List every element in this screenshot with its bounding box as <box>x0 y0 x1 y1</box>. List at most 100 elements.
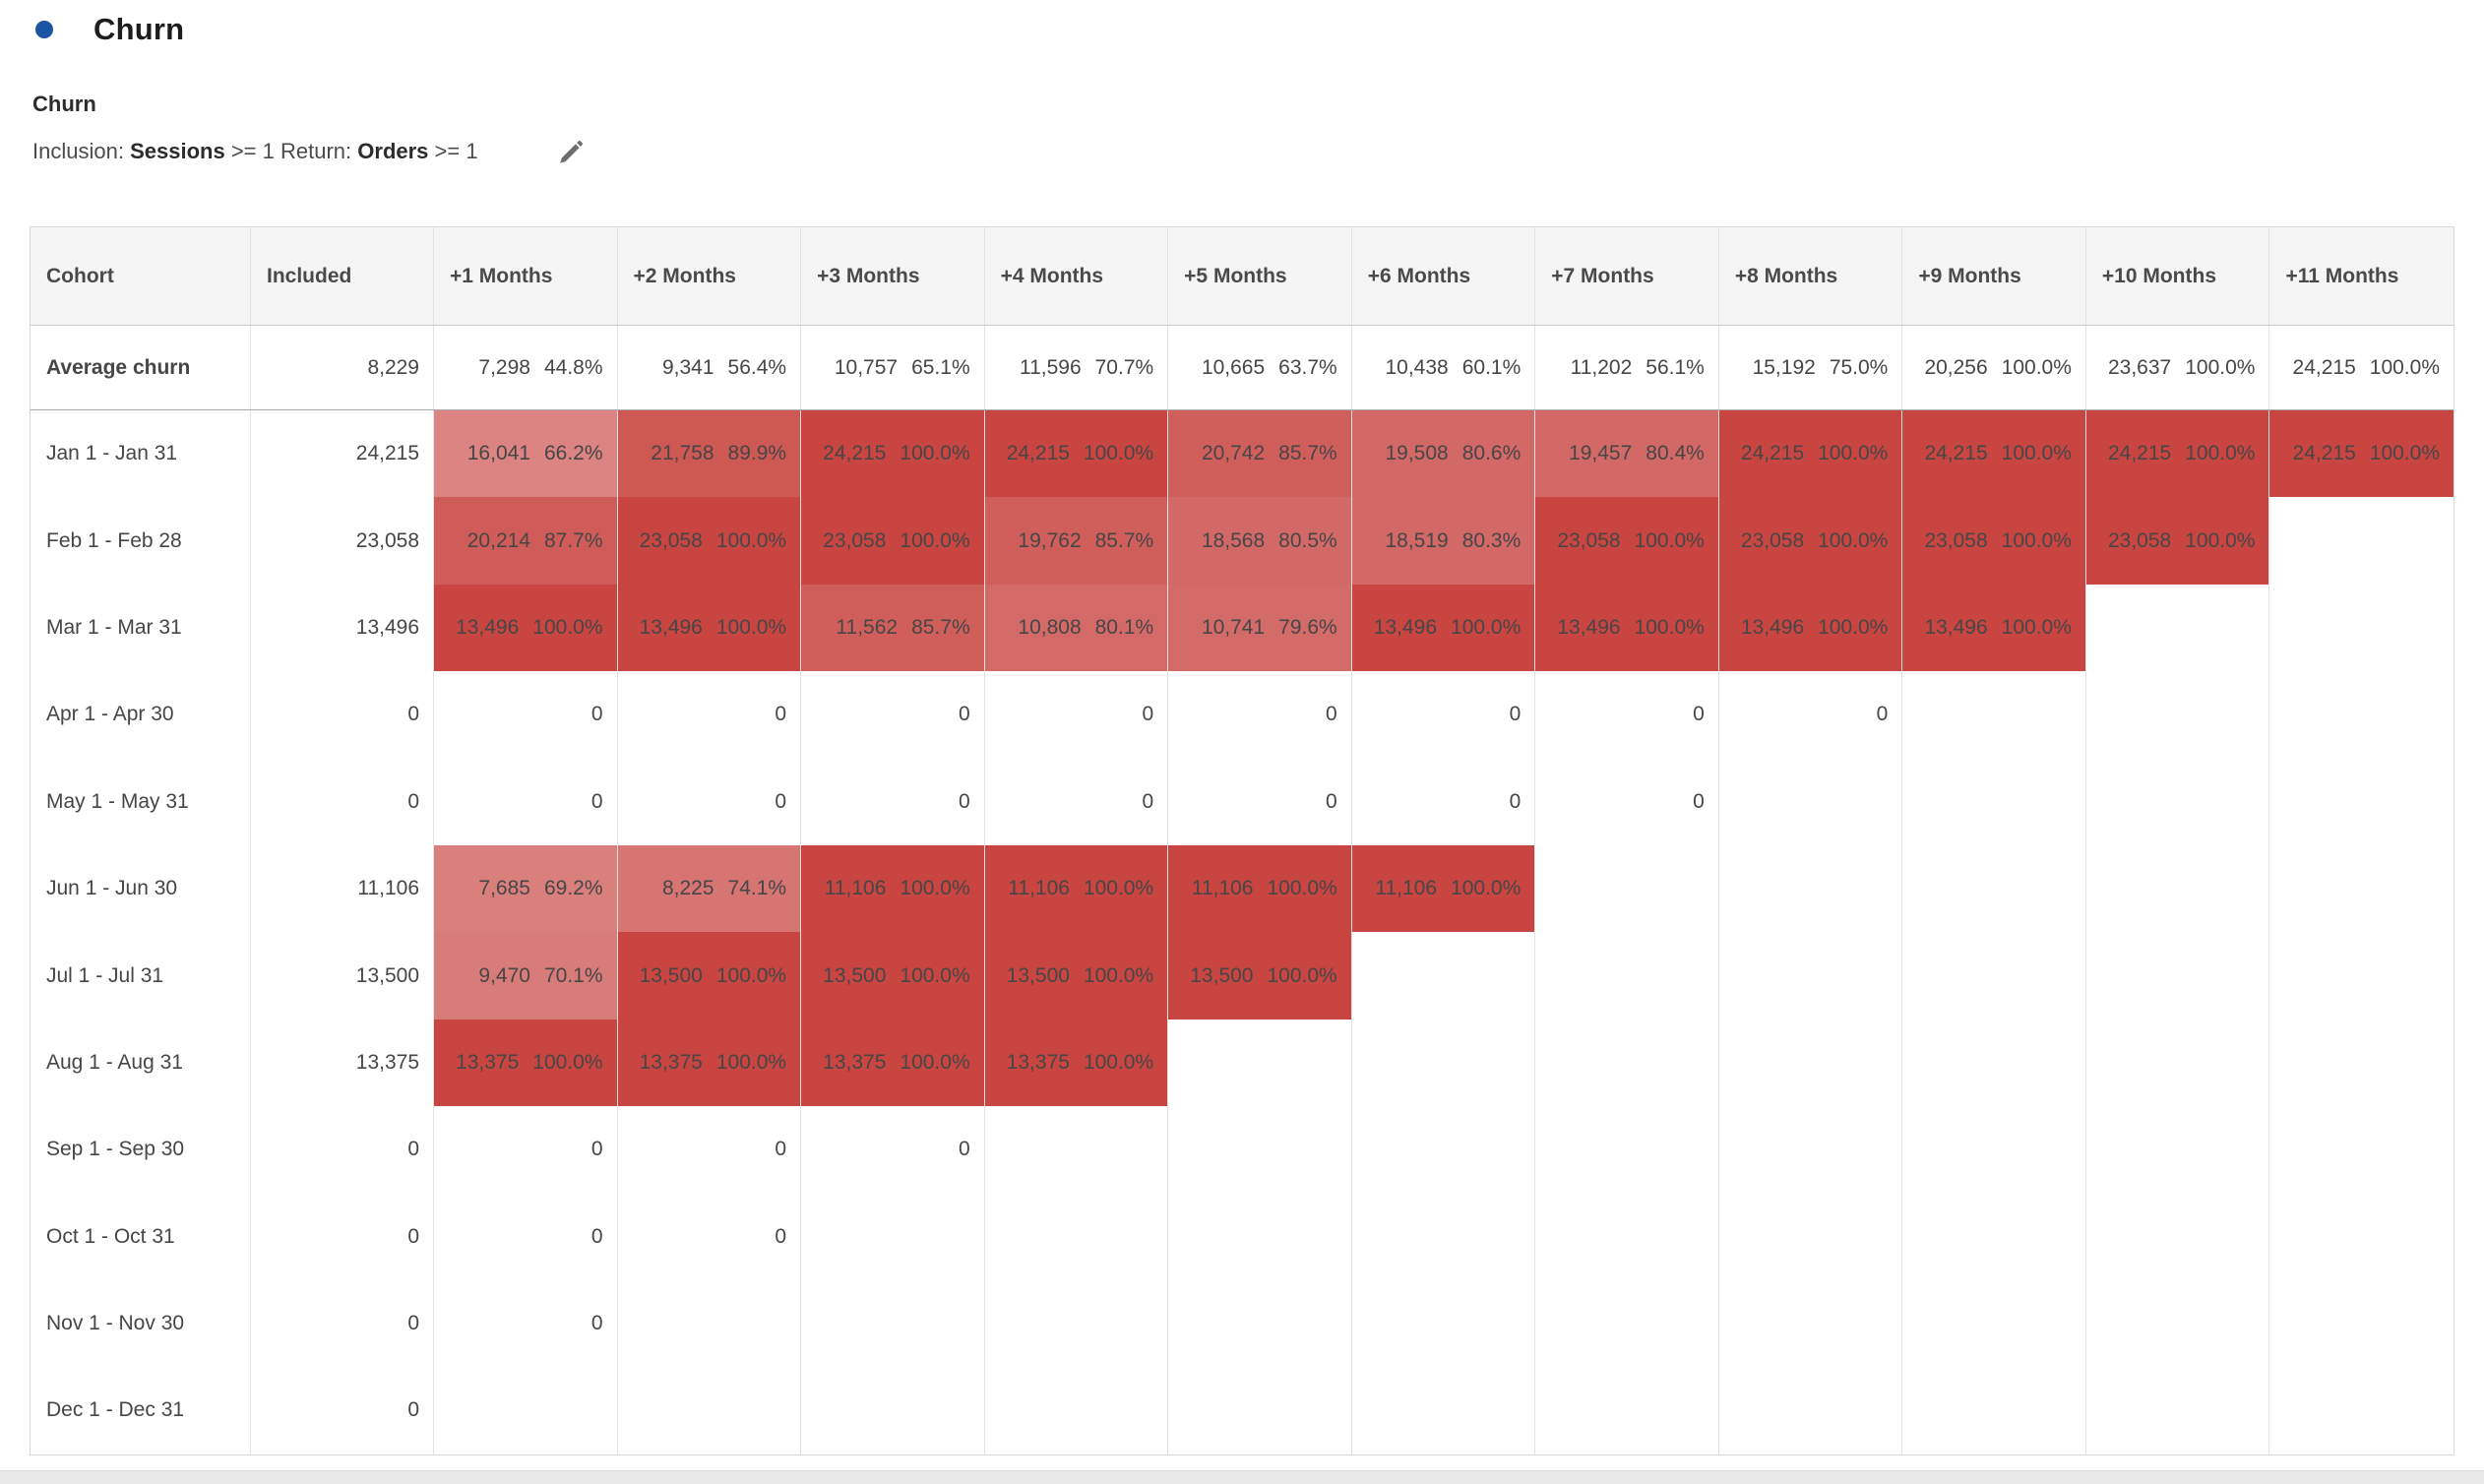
month-cell[interactable]: 20,256 100.0% <box>1902 326 2086 409</box>
month-cell[interactable]: 0 <box>1719 671 1903 759</box>
month-cell[interactable]: 0 <box>618 1193 802 1280</box>
month-cell[interactable]: 24,215 100.0% <box>984 410 1169 498</box>
month-cell[interactable]: 20,214 87.7% <box>434 497 618 585</box>
included-cell[interactable]: 0 <box>251 1193 434 1280</box>
month-cell[interactable]: 24,215 100.0% <box>1718 410 1903 498</box>
included-cell[interactable]: 13,500 <box>251 932 434 1020</box>
included-cell[interactable]: 13,375 <box>251 1019 434 1107</box>
month-cell[interactable]: 11,106 100.0% <box>801 844 985 933</box>
month-cell[interactable]: 0 <box>1168 758 1352 845</box>
included-cell[interactable]: 0 <box>251 758 434 845</box>
month-cell[interactable]: 0 <box>1352 758 1536 845</box>
included-cell[interactable]: 0 <box>251 1279 434 1368</box>
month-cell[interactable]: 0 <box>1168 671 1352 759</box>
month-cell[interactable]: 0 <box>1535 671 1719 759</box>
month-cell[interactable]: 13,496 100.0% <box>1535 584 1719 672</box>
month-cell[interactable]: 19,508 80.6% <box>1351 410 1536 498</box>
cell-percent: 80.5% <box>1278 528 1337 552</box>
month-cell[interactable]: 13,500 100.0% <box>1168 932 1352 1020</box>
cell-count: 20,256 <box>1924 355 1988 379</box>
month-cell[interactable]: 0 <box>1352 671 1536 759</box>
cell-count: 10,808 <box>1018 615 1082 639</box>
month-cell[interactable]: 18,568 80.5% <box>1168 497 1352 585</box>
month-cell[interactable]: 13,375 100.0% <box>617 1019 802 1107</box>
month-cell[interactable]: 13,496 100.0% <box>434 584 618 672</box>
month-cell <box>1719 1279 1903 1368</box>
included-cell[interactable]: 24,215 <box>251 410 434 498</box>
cell-percent: 75.0% <box>1829 355 1889 379</box>
month-cell[interactable]: 11,562 85.7% <box>801 584 985 672</box>
month-cell[interactable]: 7,298 44.8% <box>434 326 618 409</box>
month-cell[interactable]: 24,215 100.0% <box>2085 410 2270 498</box>
month-cell[interactable]: 9,470 70.1% <box>434 932 618 1020</box>
month-cell[interactable]: 10,741 79.6% <box>1168 584 1352 672</box>
cohort-label: Dec 1 - Dec 31 <box>31 1367 251 1454</box>
month-cell[interactable]: 13,375 100.0% <box>984 1019 1169 1107</box>
month-cell[interactable]: 23,058 100.0% <box>1535 497 1719 585</box>
month-cell[interactable]: 11,596 70.7% <box>985 326 1169 409</box>
month-cell[interactable]: 13,500 100.0% <box>984 932 1169 1020</box>
month-cell[interactable]: 13,375 100.0% <box>801 1019 985 1107</box>
month-cell[interactable]: 23,058 100.0% <box>2085 497 2270 585</box>
month-cell[interactable]: 0 <box>618 758 802 845</box>
month-cell[interactable]: 0 <box>434 1106 618 1194</box>
month-cell <box>1535 1367 1719 1454</box>
month-cell[interactable]: 0 <box>801 1106 985 1194</box>
month-cell[interactable]: 13,496 100.0% <box>1902 584 2086 672</box>
month-cell[interactable]: 16,041 66.2% <box>434 410 618 498</box>
month-cell[interactable]: 10,438 60.1% <box>1352 326 1536 409</box>
month-cell[interactable]: 24,215 100.0% <box>2269 410 2453 498</box>
month-cell[interactable]: 10,665 63.7% <box>1168 326 1352 409</box>
included-cell[interactable]: 23,058 <box>251 497 434 585</box>
month-cell[interactable]: 0 <box>618 1106 802 1194</box>
month-cell[interactable]: 0 <box>434 671 618 759</box>
month-cell[interactable]: 8,225 74.1% <box>617 844 802 933</box>
included-cell[interactable]: 0 <box>251 1367 434 1454</box>
month-cell[interactable]: 23,058 100.0% <box>1902 497 2086 585</box>
month-cell[interactable]: 9,341 56.4% <box>618 326 802 409</box>
month-cell[interactable]: 0 <box>985 758 1169 845</box>
month-cell[interactable]: 15,192 75.0% <box>1719 326 1903 409</box>
month-cell[interactable]: 19,762 85.7% <box>984 497 1169 585</box>
month-cell[interactable]: 0 <box>801 758 985 845</box>
month-cell[interactable]: 11,106 100.0% <box>984 844 1169 933</box>
included-cell[interactable]: 0 <box>251 1106 434 1194</box>
month-cell[interactable]: 7,685 69.2% <box>434 844 618 933</box>
month-cell[interactable]: 13,375 100.0% <box>434 1019 618 1107</box>
month-cell[interactable]: 0 <box>434 1279 618 1368</box>
month-cell[interactable]: 10,757 65.1% <box>801 326 985 409</box>
included-cell[interactable]: 0 <box>251 671 434 759</box>
month-cell[interactable]: 10,808 80.1% <box>984 584 1169 672</box>
table-row: Feb 1 - Feb 28 23,058 20,214 87.7% 23,058 100… <box>31 497 2453 585</box>
month-cell[interactable]: 0 <box>801 671 985 759</box>
month-cell[interactable]: 13,496 100.0% <box>1718 584 1903 672</box>
month-cell[interactable]: 13,496 100.0% <box>1351 584 1536 672</box>
included-cell[interactable]: 11,106 <box>251 844 434 933</box>
month-cell[interactable]: 0 <box>618 671 802 759</box>
edit-cohort-button[interactable] <box>551 134 590 173</box>
month-cell[interactable]: 0 <box>1535 758 1719 845</box>
month-cell[interactable]: 23,058 100.0% <box>801 497 985 585</box>
month-cell[interactable]: 11,106 100.0% <box>1351 844 1536 933</box>
month-cell[interactable]: 23,058 100.0% <box>1718 497 1903 585</box>
month-cell[interactable]: 19,457 80.4% <box>1535 410 1719 498</box>
month-cell[interactable]: 0 <box>434 1193 618 1280</box>
month-cell[interactable]: 20,742 85.7% <box>1168 410 1352 498</box>
month-cell[interactable]: 11,202 56.1% <box>1535 326 1719 409</box>
month-cell[interactable]: 24,215 100.0% <box>801 410 985 498</box>
included-cell[interactable]: 13,496 <box>251 584 434 672</box>
month-cell[interactable]: 13,500 100.0% <box>801 932 985 1020</box>
included-cell[interactable]: 8,229 <box>251 326 434 409</box>
month-cell[interactable]: 11,106 100.0% <box>1168 844 1352 933</box>
month-cell[interactable]: 13,496 100.0% <box>617 584 802 672</box>
month-cell[interactable]: 24,215 100.0% <box>1902 410 2086 498</box>
month-cell[interactable]: 24,215 100.0% <box>2269 326 2453 409</box>
month-cell[interactable]: 23,637 100.0% <box>2086 326 2270 409</box>
month-cell[interactable]: 23,058 100.0% <box>617 497 802 585</box>
month-cell[interactable]: 0 <box>434 758 618 845</box>
month-cell[interactable]: 0 <box>985 671 1169 759</box>
column-header--6-months: +6 Months <box>1352 227 1536 325</box>
month-cell[interactable]: 13,500 100.0% <box>617 932 802 1020</box>
month-cell[interactable]: 18,519 80.3% <box>1351 497 1536 585</box>
month-cell[interactable]: 21,758 89.9% <box>617 410 802 498</box>
